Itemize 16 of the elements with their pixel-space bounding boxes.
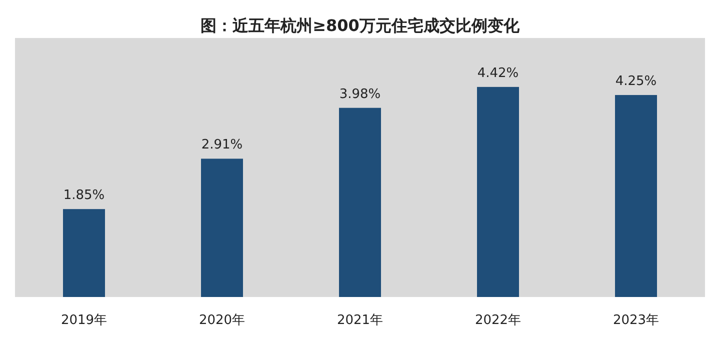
x-tick-label: 2020年 xyxy=(198,313,246,328)
data-label: 4.42% xyxy=(477,66,519,81)
x-tick-label: 2022年 xyxy=(474,313,522,328)
bar xyxy=(615,95,657,297)
data-label: 2.91% xyxy=(201,138,243,153)
x-tick-label: 2021年 xyxy=(336,313,384,328)
bar xyxy=(201,158,243,297)
data-label: 4.25% xyxy=(615,74,657,90)
x-tick-label: 2023年 xyxy=(612,313,660,328)
chart-title: 图：近五年杭州≥800万元住宅成交比例变化 xyxy=(200,16,520,35)
bar xyxy=(339,108,381,297)
bar xyxy=(477,86,519,297)
data-label: 1.85% xyxy=(63,188,105,204)
x-tick-label: 2019年 xyxy=(60,313,108,328)
data-label: 3.98% xyxy=(339,86,381,102)
bar xyxy=(63,209,105,297)
